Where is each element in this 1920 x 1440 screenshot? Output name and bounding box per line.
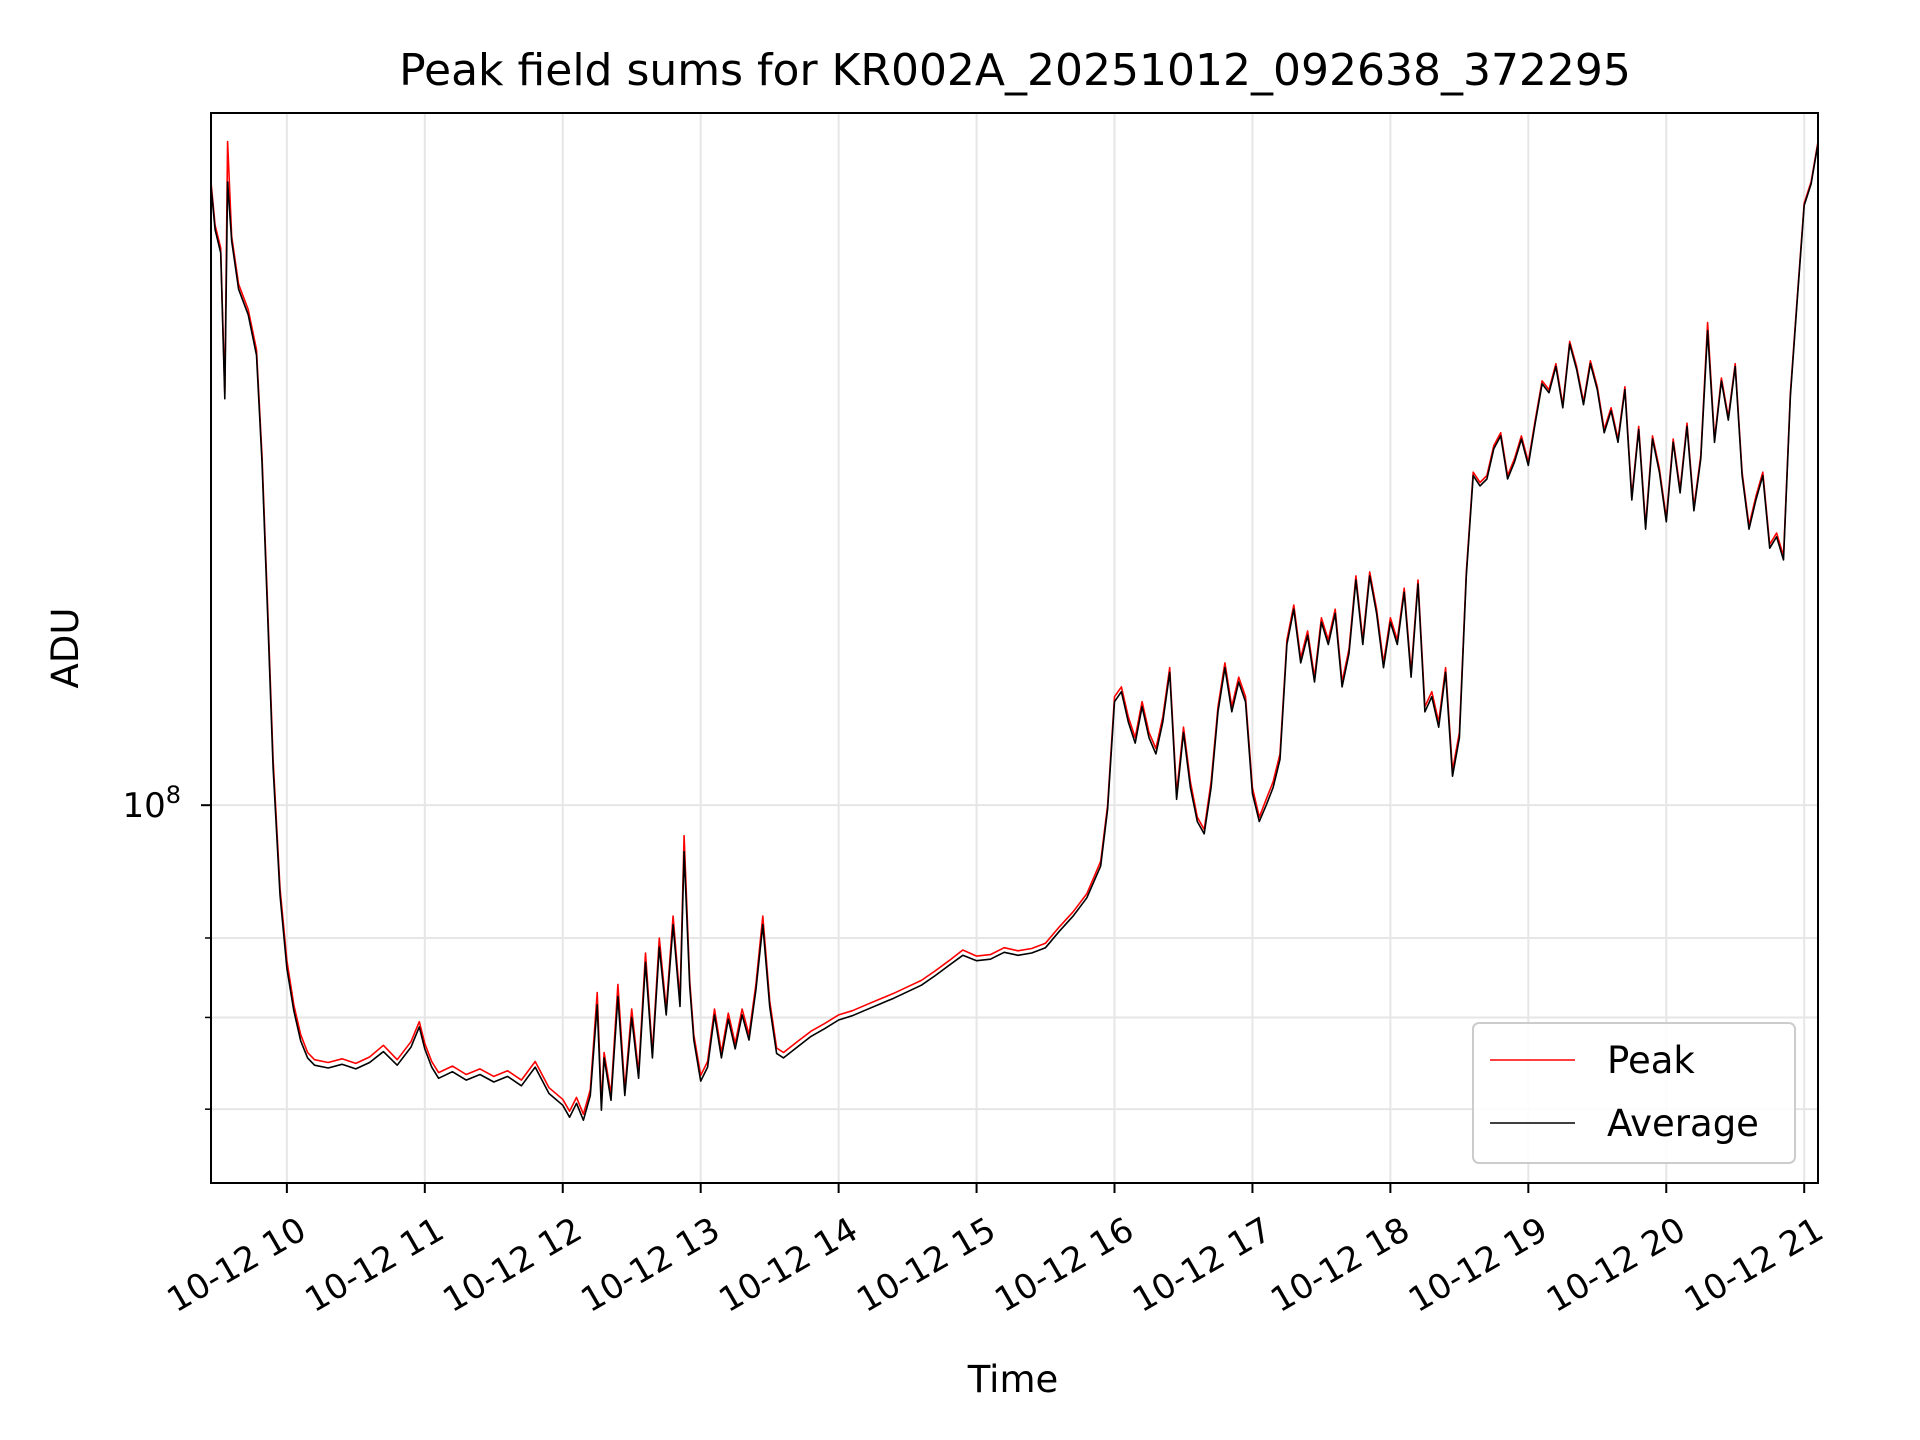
legend-box [1472, 1022, 1796, 1164]
legend-label-average: Average [1607, 1102, 1759, 1145]
plot-area [211, 140, 1818, 1121]
y-axis: 108 [122, 781, 211, 1110]
series-line-peak [211, 140, 1818, 1115]
y-axis-label: ADU [44, 608, 87, 689]
y-tick-label: 108 [122, 781, 181, 826]
legend-label-peak: Peak [1607, 1039, 1695, 1082]
series-layer [211, 140, 1818, 1121]
chart-title: Peak field sums for KR002A_20251012_0926… [399, 45, 1631, 96]
series-line-average [211, 143, 1818, 1121]
plot-frame [210, 112, 1819, 1184]
grid [211, 113, 1818, 1183]
x-axis-label: Time [967, 1358, 1059, 1401]
legend: Peak Average [1472, 1022, 1796, 1164]
